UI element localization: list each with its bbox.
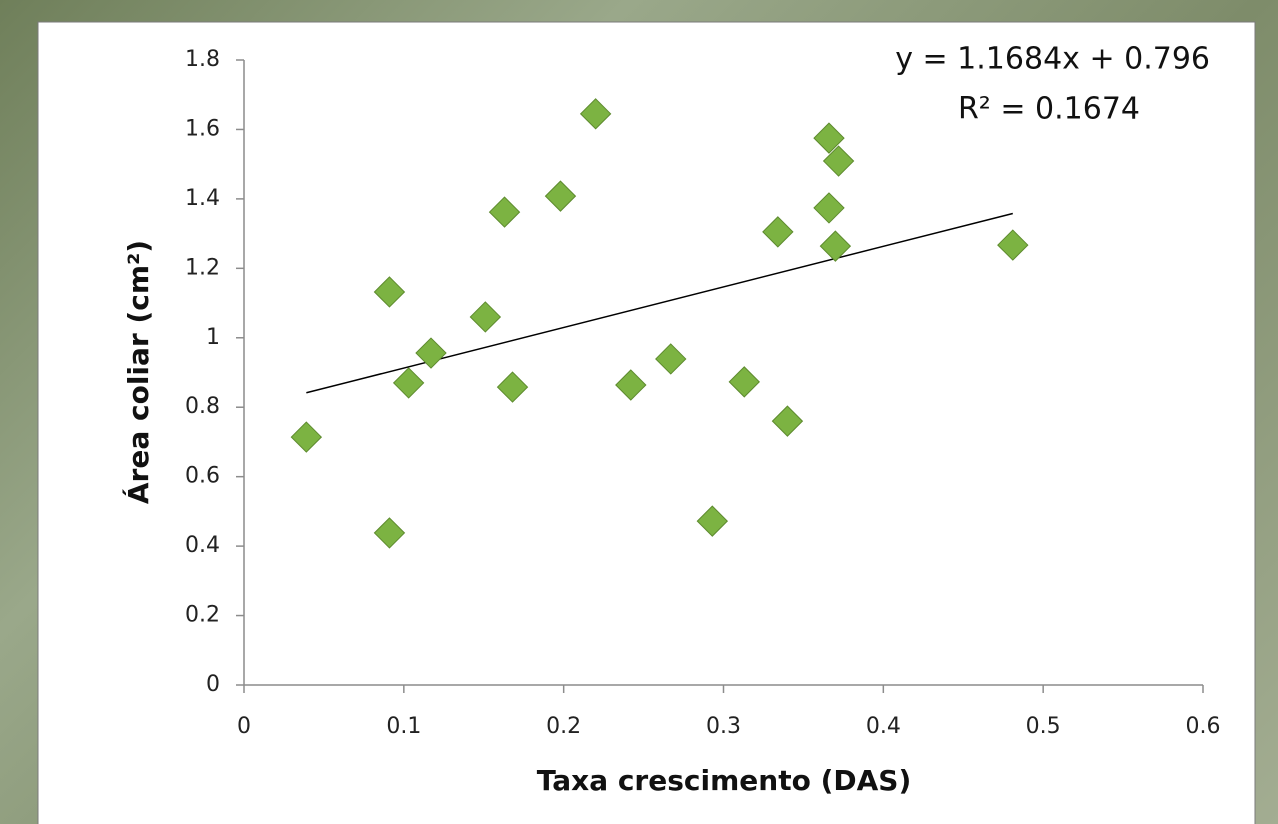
y-tick-label: 1.6: [185, 116, 220, 141]
x-tick-label: 0.3: [706, 714, 741, 739]
trendline-equation: y = 1.1684x + 0.796: [895, 42, 1210, 77]
y-tick-label: 0: [206, 672, 220, 697]
x-tick-label: 0: [237, 714, 251, 739]
page: Taxa crescimento (DAS) Área coliar (cm²)…: [0, 0, 1278, 824]
y-tick-label: 1.2: [185, 255, 220, 280]
x-tick-label: 0.6: [1186, 714, 1221, 739]
y-tick-label: 0.2: [185, 603, 220, 628]
y-axis-title: Área coliar (cm²): [121, 240, 155, 504]
trendline-r2: R² = 0.1674: [958, 92, 1140, 127]
chart: Taxa crescimento (DAS) Área coliar (cm²)…: [0, 0, 1278, 824]
x-tick-label: 0.1: [386, 714, 421, 739]
x-tick-label: 0.5: [1026, 714, 1061, 739]
x-tick-label: 0.2: [546, 714, 581, 739]
x-tick-label: 0.4: [866, 714, 901, 739]
x-axis-title: Taxa crescimento (DAS): [537, 764, 912, 797]
y-tick-label: 1: [206, 325, 220, 350]
y-tick-label: 0.4: [185, 533, 220, 558]
y-tick-label: 1.8: [185, 47, 220, 72]
plot-panel: [38, 22, 1255, 824]
y-tick-label: 1.4: [185, 186, 220, 211]
y-tick-label: 0.6: [185, 464, 220, 489]
y-tick-label: 0.8: [185, 394, 220, 419]
